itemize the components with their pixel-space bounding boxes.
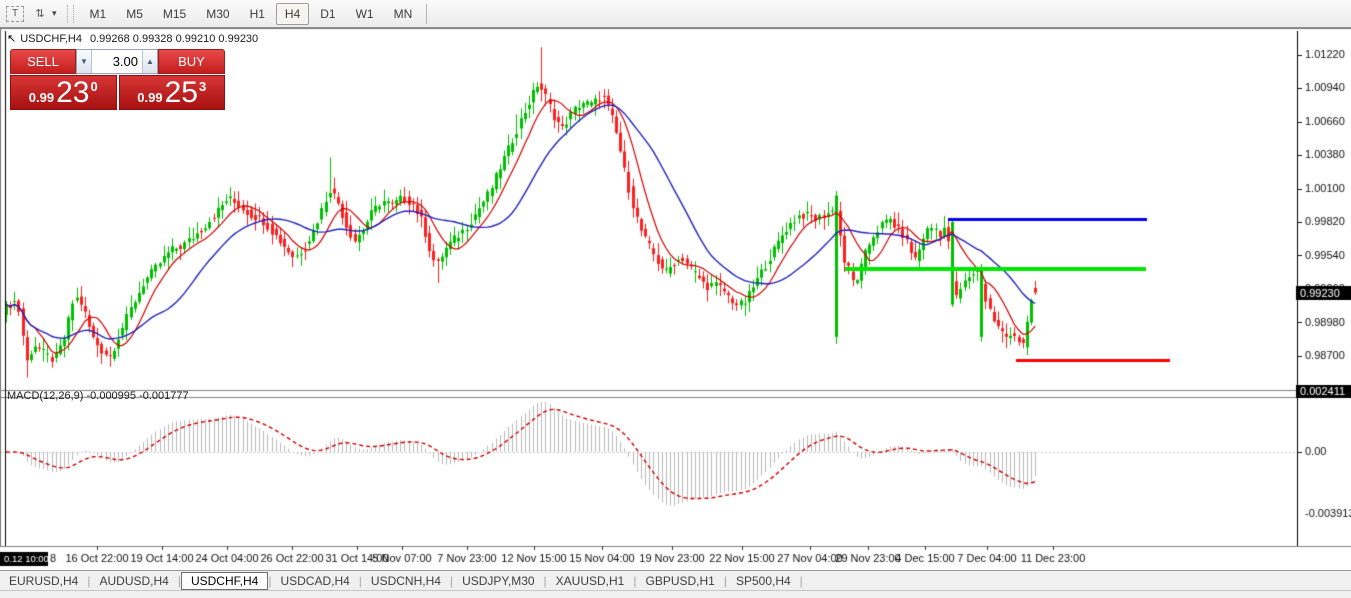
buy-price-prefix: 0.99 bbox=[137, 90, 163, 105]
chart-ohlc-values: 0.99268 0.99328 0.99210 0.99230 bbox=[89, 33, 259, 45]
tab-separator: | bbox=[449, 573, 454, 588]
toolbar: T ⇅ ▾ M1 M5 M15 M30 H1 H4 D1 W1 MN bbox=[0, 0, 1351, 28]
buy-price-sup: 3 bbox=[198, 79, 207, 94]
buy-button[interactable]: BUY bbox=[158, 49, 225, 74]
timeframe-button[interactable]: M15 bbox=[162, 6, 187, 21]
tab-separator: | bbox=[799, 573, 803, 588]
arrange-windows-icon[interactable]: ⇅ bbox=[35, 8, 45, 20]
chart-symbol-label: USDCHF,H4 bbox=[20, 33, 82, 45]
tab-separator: | bbox=[87, 573, 91, 588]
tab-separator: | bbox=[723, 573, 727, 588]
chart-tab[interactable]: USDCNH,H4 bbox=[370, 573, 441, 588]
timeframe-buttons: M1 M5 M15 M30 H1 H4 D1 W1 MN bbox=[80, 0, 423, 28]
sell-price-panel[interactable]: 0.99 23 0 bbox=[10, 75, 117, 110]
tab-separator: | bbox=[633, 573, 637, 588]
timeframe-button[interactable]: M1 bbox=[89, 6, 107, 21]
templates-icon[interactable]: T bbox=[6, 5, 24, 22]
buy-price-big: 25 bbox=[164, 76, 198, 109]
sell-price-sup: 0 bbox=[90, 79, 98, 94]
toolbar-separator bbox=[426, 3, 428, 24]
buy-price-panel[interactable]: 0.99 25 3 bbox=[118, 75, 225, 110]
sell-price-prefix: 0.99 bbox=[28, 90, 55, 105]
macd-name: MACD(12,26,9) bbox=[7, 390, 84, 402]
volume-stepper: ▼ ▲ bbox=[76, 49, 158, 74]
macd-main-value: -0.000995 bbox=[86, 390, 137, 402]
chart-canvas[interactable] bbox=[0, 28, 1351, 570]
chart-tabs-bar: EURUSD,H4 | AUDUSD,H4 | USDCHF,H4 | USDC… bbox=[0, 570, 1351, 590]
timeframe-button[interactable]: MN bbox=[393, 6, 413, 21]
macd-signal-value: -0.001777 bbox=[139, 390, 189, 402]
chart-tab[interactable]: USDCAD,H4 bbox=[280, 573, 350, 588]
timeframe-button[interactable]: M5 bbox=[126, 6, 143, 21]
chart-marker-icon: ↖ bbox=[7, 33, 17, 45]
status-strip bbox=[0, 590, 1351, 598]
timeframe-button[interactable]: M30 bbox=[206, 6, 230, 21]
timeframe-button[interactable]: H1 bbox=[249, 6, 265, 21]
timeframe-button[interactable]: W1 bbox=[355, 6, 374, 21]
chart-tab[interactable]: EURUSD,H4 bbox=[9, 573, 79, 588]
volume-input[interactable] bbox=[92, 50, 142, 73]
chart-title: ↖ USDCHF,H4 0.99268 0.99328 0.99210 0.9923… bbox=[7, 32, 258, 45]
macd-indicator-label: MACD(12,26,9) -0.000995 -0.001777 bbox=[7, 390, 189, 402]
volume-decrease-button[interactable]: ▼ bbox=[77, 50, 92, 73]
timeframe-button[interactable]: D1 bbox=[320, 6, 336, 21]
tab-separator: | bbox=[543, 573, 547, 588]
tab-separator: | bbox=[177, 573, 181, 588]
tab-separator: | bbox=[358, 573, 362, 588]
chart-tab[interactable]: USDJPY,M30 bbox=[462, 573, 535, 588]
chevron-down-icon[interactable]: ▾ bbox=[52, 8, 57, 18]
chart-tab[interactable]: AUDUSD,H4 bbox=[99, 573, 169, 588]
volume-increase-button[interactable]: ▲ bbox=[142, 50, 157, 73]
toolbar-grip[interactable] bbox=[66, 4, 74, 23]
chart-tab[interactable]: SP500,H4 bbox=[735, 573, 791, 588]
tab-separator: | bbox=[268, 573, 272, 588]
one-click-trade-panel: SELL ▼ ▲ BUY 0.99 23 0 0.99 25 3 bbox=[10, 49, 225, 110]
sell-button[interactable]: SELL bbox=[10, 49, 76, 74]
chart-tab[interactable]: USDCHF,H4 bbox=[180, 571, 269, 590]
chart-tab[interactable]: GBPUSD,H1 bbox=[645, 573, 715, 588]
timeframe-button[interactable]: H4 bbox=[275, 2, 310, 25]
chart-tab[interactable]: XAUUSD,H1 bbox=[555, 573, 625, 588]
sell-price-big: 23 bbox=[56, 76, 90, 109]
